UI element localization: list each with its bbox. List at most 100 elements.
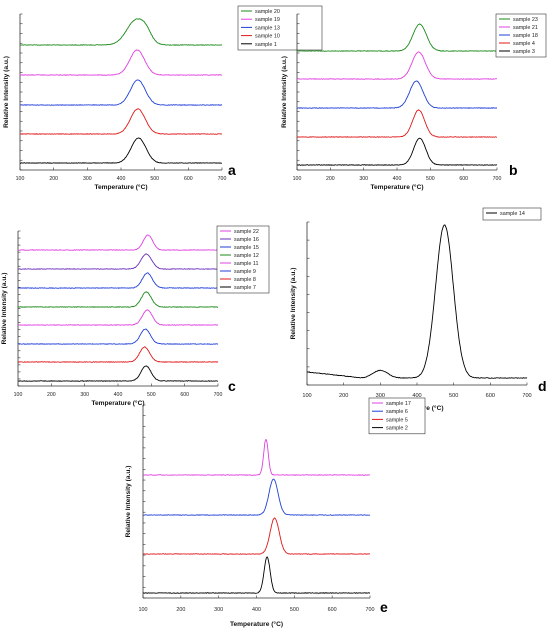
y-axis-label: Relative Intensity (a.u.) [1, 273, 8, 345]
x-tick-label: 300 [80, 392, 89, 398]
legend-label: sample 4 [513, 41, 535, 47]
y-axis-label: Relative Intensity (a.u.) [290, 268, 297, 340]
y-axis-label: Relative Intensity (a.u.) [125, 466, 132, 538]
x-tick-label: 200 [339, 393, 348, 399]
legend-label: sample 15 [234, 245, 259, 251]
series-line [19, 18, 223, 46]
legend-label: sample 6 [386, 409, 408, 415]
x-tick-label: 100 [293, 176, 302, 182]
series-line [17, 253, 219, 270]
series-line [17, 346, 219, 363]
x-axis-label: Temperature (°C) [91, 399, 144, 407]
x-tick-label: 200 [49, 176, 58, 182]
x-tick-label: 100 [302, 393, 311, 399]
series-line [19, 49, 223, 76]
series-line [17, 309, 219, 326]
x-tick-label: 200 [176, 607, 185, 613]
x-tick-label: 700 [366, 607, 375, 613]
panel-a: 100 200 300 400 500 600 700 Temperature (°C) Rel… [3, 5, 323, 191]
panel-label: b [509, 162, 518, 178]
series-line [17, 328, 219, 345]
x-tick-label: 500 [147, 392, 156, 398]
legend-label: sample 16 [234, 237, 259, 243]
x-tick-label: 700 [493, 176, 502, 182]
x-tick-label: 400 [114, 392, 123, 398]
x-tick-label: 300 [83, 176, 92, 182]
x-tick-label: 400 [412, 393, 421, 399]
y-axis-label: Relative Intensity (a.u.) [3, 56, 10, 128]
series-line [19, 137, 222, 164]
x-axis-label: Temperature (°C) [94, 183, 147, 191]
x-tick-label: 700 [218, 176, 227, 182]
x-tick-label: 100 [16, 176, 25, 182]
legend-label: sample 22 [234, 229, 259, 235]
legend-label: sample 13 [255, 25, 280, 31]
legend-label: sample 2 [386, 426, 408, 432]
x-tick-label: 500 [150, 176, 159, 182]
series-line [20, 79, 223, 106]
x-tick-label: 500 [449, 393, 458, 399]
legend-label: sample 1 [255, 42, 277, 48]
series-line [296, 51, 498, 80]
panel-label: a [228, 162, 236, 178]
legend: sample 20 sample 19 sample 13 sample 10 samp… [237, 5, 323, 51]
legend-label: sample 19 [255, 17, 280, 23]
series-line [296, 137, 498, 166]
legend-label: sample 8 [234, 277, 256, 283]
legend-label: sample 18 [513, 33, 538, 39]
panel-b: 100 200 300 400 500 600 700 Temperature (°C) Rel… [281, 13, 547, 191]
legend-label: sample 10 [255, 34, 280, 40]
legend-label: sample 23 [513, 17, 538, 23]
panel-label: e [380, 599, 388, 615]
legend-label: sample 11 [234, 261, 258, 267]
legend: sample 23 sample 21 sample 18 sample 4 sampl… [495, 13, 547, 58]
x-tick-label: 700 [522, 393, 531, 399]
x-tick-label: 200 [326, 176, 335, 182]
x-tick-label: 600 [328, 607, 337, 613]
legend-label: sample 9 [234, 269, 256, 275]
series-line [143, 556, 370, 594]
legend-label: sample 3 [513, 49, 535, 55]
x-tick-label: 600 [486, 393, 495, 399]
x-axis-label: Temperature (°C) [230, 620, 283, 628]
x-tick-label: 400 [393, 176, 402, 182]
x-tick-label: 300 [359, 176, 368, 182]
legend-box [482, 207, 542, 221]
series-line [296, 80, 498, 109]
series-line [296, 109, 497, 138]
series-line [19, 108, 223, 135]
x-tick-label: 500 [290, 607, 299, 613]
legend: sample 17 sample 6 sample 5 sample 2 [368, 397, 426, 435]
series-line [17, 291, 219, 308]
legend-label: sample 17 [386, 401, 411, 407]
series-line [142, 478, 371, 516]
series-line [142, 517, 370, 555]
x-axis-label: Temperature (°C) [370, 183, 423, 191]
x-tick-label: 100 [14, 392, 23, 398]
series-line [17, 272, 219, 289]
panel-label: d [538, 378, 547, 394]
panel-label: c [228, 378, 236, 394]
panel-e: 100 200 300 400 500 600 700 Temperature (°C) Rel… [125, 397, 426, 628]
x-tick-label: 600 [184, 176, 193, 182]
x-tick-label: 200 [47, 392, 56, 398]
series-line [296, 23, 498, 52]
legend: sample 22 sample 16 sample 15 sample 12 samp… [216, 225, 270, 294]
x-tick-label: 600 [459, 176, 468, 182]
legend-label: sample 21 [513, 25, 538, 31]
x-tick-label: 400 [252, 607, 261, 613]
series-line [18, 365, 219, 382]
x-tick-label: 100 [139, 607, 148, 613]
x-tick-label: 300 [214, 607, 223, 613]
legend-box [237, 5, 323, 51]
legend-label: sample 14 [500, 211, 525, 217]
x-tick-label: 300 [376, 393, 385, 399]
series-line [17, 234, 219, 251]
legend-label: sample 5 [386, 417, 408, 423]
series-line [306, 224, 528, 379]
panel-c: 100 200 300 400 500 600 700 Temperature (°C) Rel… [1, 225, 270, 407]
legend: sample 14 [482, 207, 542, 221]
x-tick-label: 600 [180, 392, 189, 398]
